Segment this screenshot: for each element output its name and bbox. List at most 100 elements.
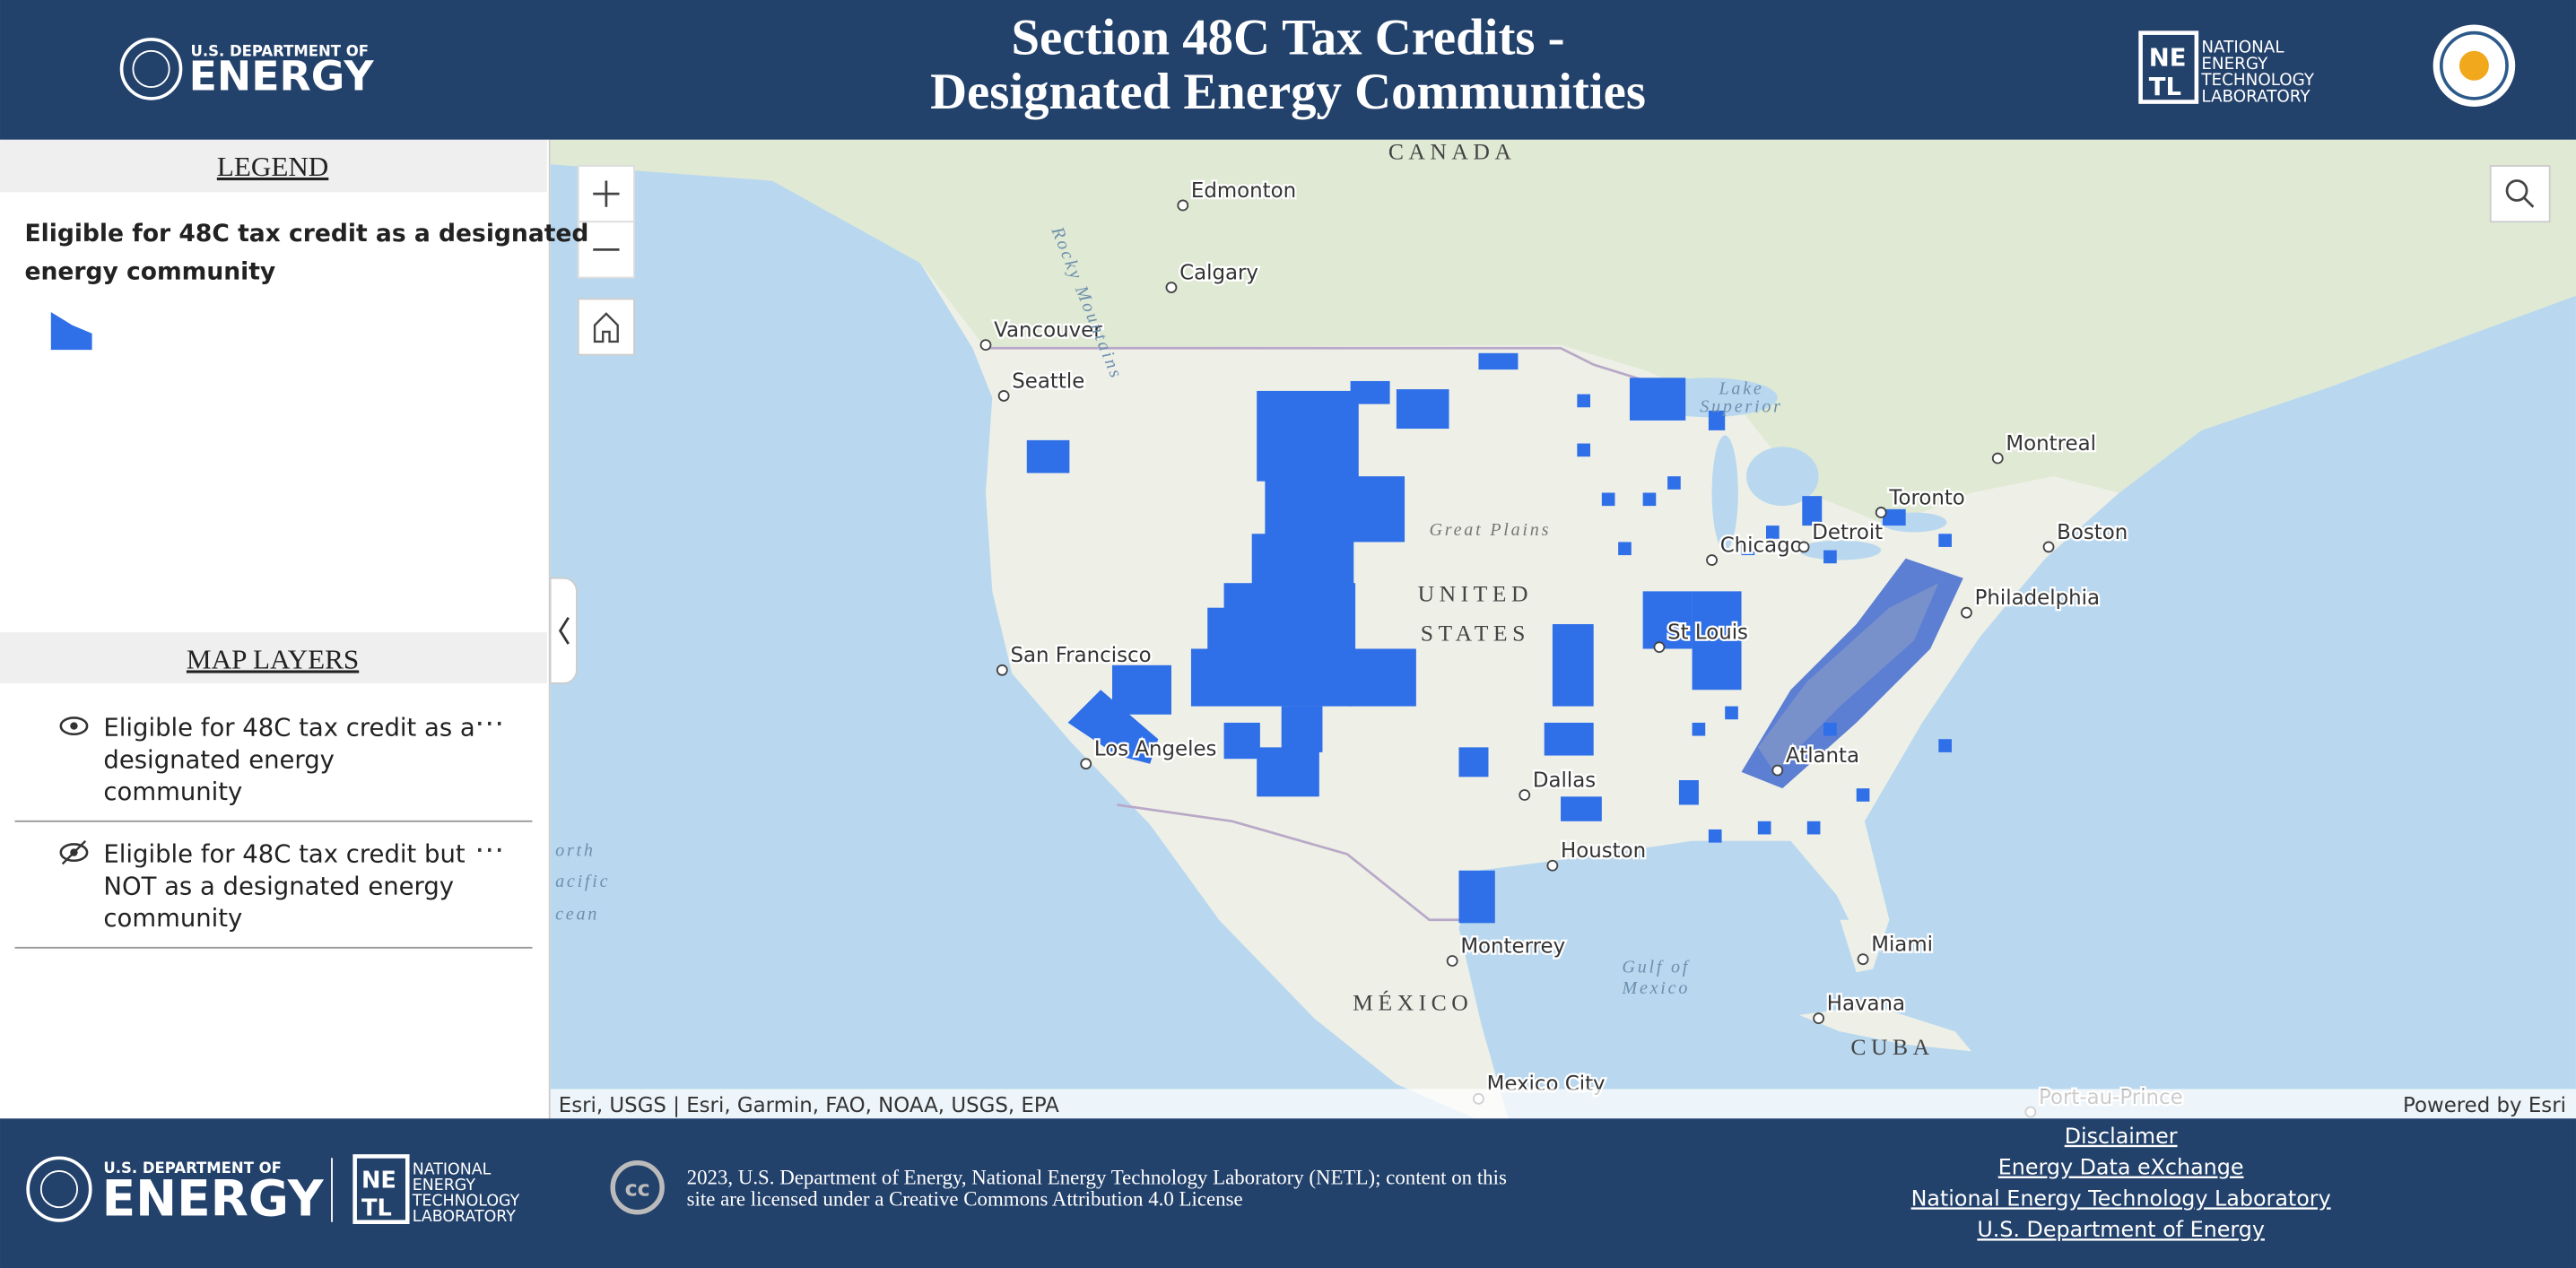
community-patch (1629, 378, 1686, 421)
city-dot (1813, 1012, 1825, 1025)
layer-options[interactable]: ⋯ (474, 705, 504, 740)
legend-heading: LEGEND (217, 151, 328, 182)
title: Designated Energy Communities (930, 64, 1646, 120)
city-dot (1080, 758, 1092, 770)
community-patch (1692, 591, 1742, 690)
doe-big: ENERGY (189, 52, 375, 100)
netl-wordmark: NATIONAL (413, 1161, 492, 1179)
community-patch (1757, 821, 1771, 835)
layer-options[interactable]: ⋯ (474, 831, 504, 866)
community-patch (1757, 583, 1939, 772)
community-patch (1708, 829, 1722, 843)
community-patch (1346, 648, 1416, 707)
city-label: Calgary (1179, 261, 1258, 284)
svg-text:NE: NE (361, 1167, 396, 1194)
city-label: Boston (2057, 521, 2128, 544)
footer-link[interactable]: Disclaimer (2065, 1124, 2178, 1149)
community-patch (1802, 496, 1823, 526)
region-label: STATES (1421, 620, 1530, 646)
title: Section 48C Tax Credits - (1011, 9, 1564, 65)
community-patch (1561, 796, 1602, 821)
layer-title: NOT as a designated energy (103, 873, 454, 900)
city-dot (1875, 507, 1887, 518)
city-label: Chicago (1720, 534, 1803, 557)
svg-text:TL: TL (2149, 74, 2181, 101)
footer: U.S. DEPARTMENT OF ENERGY NETL NATIONALE… (0, 1118, 2576, 1268)
community-patch (1725, 706, 1738, 720)
community-patch (1741, 542, 1755, 556)
footer-link[interactable]: U.S. Department of Energy (1977, 1217, 2265, 1242)
header: U.S. DEPARTMENT OF ENERGY Section 48C Ta… (0, 0, 2576, 140)
copyright: site are licensed under a Creative Commo… (687, 1187, 1243, 1210)
city-label: St Louis (1667, 621, 1748, 644)
community-patch (1823, 722, 1837, 736)
city-dot (1519, 789, 1531, 801)
powered-by: Powered by Esri (2403, 1094, 2566, 1117)
layer-item[interactable]: Eligible for 48C tax credit but NOT as a … (14, 831, 533, 949)
eye-slash (61, 839, 87, 865)
community-patch (1806, 821, 1821, 835)
zoom-out[interactable] (577, 221, 635, 279)
city-label: Los Angeles (1094, 738, 1217, 761)
community-patch (1883, 508, 1906, 526)
zoom-in[interactable] (577, 165, 635, 223)
svg-text:TL: TL (361, 1194, 392, 1221)
city-label: Monterrey (1460, 934, 1565, 958)
city-dot (1165, 282, 1178, 293)
visibility-toggle[interactable] (59, 843, 89, 863)
city-dot (1961, 606, 1972, 619)
city-label: Houston (1561, 839, 1646, 863)
city-label: Vancouver (994, 318, 1102, 342)
city-dot (1797, 541, 1810, 553)
region-label: UNITED (1418, 580, 1533, 606)
netl-wordmark: NATIONAL (2201, 39, 2284, 57)
attribution-bar (550, 1089, 2576, 1119)
city-label: Detroit (1812, 521, 1883, 544)
netl-wordmark: LABORATORY (413, 1208, 517, 1226)
community-patch (1257, 390, 1359, 482)
map-feature-label: Gulf of (1622, 957, 1690, 977)
community-patch (1265, 476, 1405, 543)
community-patch (1601, 492, 1615, 507)
search-button[interactable] (2489, 165, 2551, 223)
city-label: Dallas (1533, 769, 1596, 792)
community-patch (1458, 870, 1495, 924)
home-button[interactable] (577, 298, 635, 356)
copyright: 2023, U.S. Department of Energy, Nationa… (687, 1167, 1507, 1189)
city-dot (1653, 641, 1666, 654)
map-feature-label: cean (555, 905, 599, 925)
visibility-toggle[interactable] (59, 717, 89, 736)
border (1117, 803, 1479, 922)
layer-title: Eligible for 48C tax credit as a (103, 715, 474, 743)
map[interactable]: Edmonton Calgary Vancouver Seattle San Franc… (550, 139, 2576, 1119)
cc-text: cc (625, 1176, 650, 1201)
footer-link[interactable]: National Energy Technology Laboratory (1911, 1185, 2331, 1211)
netl-wordmark: ENERGY (2201, 55, 2268, 74)
city-label: Toronto (1888, 486, 1964, 509)
community-patch (1667, 476, 1681, 490)
layer-title: community (103, 905, 242, 933)
region-label: MÉXICO (1353, 989, 1473, 1015)
doe-seal (119, 38, 183, 100)
footer-link[interactable]: Energy Data eXchange (1998, 1155, 2244, 1180)
city-dot (1177, 199, 1189, 212)
collapse-panel[interactable] (549, 577, 578, 684)
layer-item[interactable]: Eligible for 48C tax credit as a designat… (14, 705, 533, 822)
city-label: Havana (1827, 992, 1905, 1015)
doe-seal (26, 1156, 92, 1222)
legend-header (0, 139, 547, 193)
community-patch (1823, 550, 1837, 564)
netl-logo (2138, 30, 2199, 104)
layers-header (0, 632, 547, 683)
community-patch (1544, 722, 1594, 756)
region-label: CANADA (1388, 139, 1517, 165)
community-patch (1552, 624, 1594, 707)
community-patch (1577, 443, 1591, 457)
community-patch (1067, 690, 1159, 764)
netl-wordmark: TECHNOLOGY (2200, 71, 2315, 90)
city-dot (1857, 953, 1869, 966)
community-patch (1458, 747, 1489, 777)
city-dot (997, 390, 1010, 402)
community-patch (1708, 410, 1726, 430)
